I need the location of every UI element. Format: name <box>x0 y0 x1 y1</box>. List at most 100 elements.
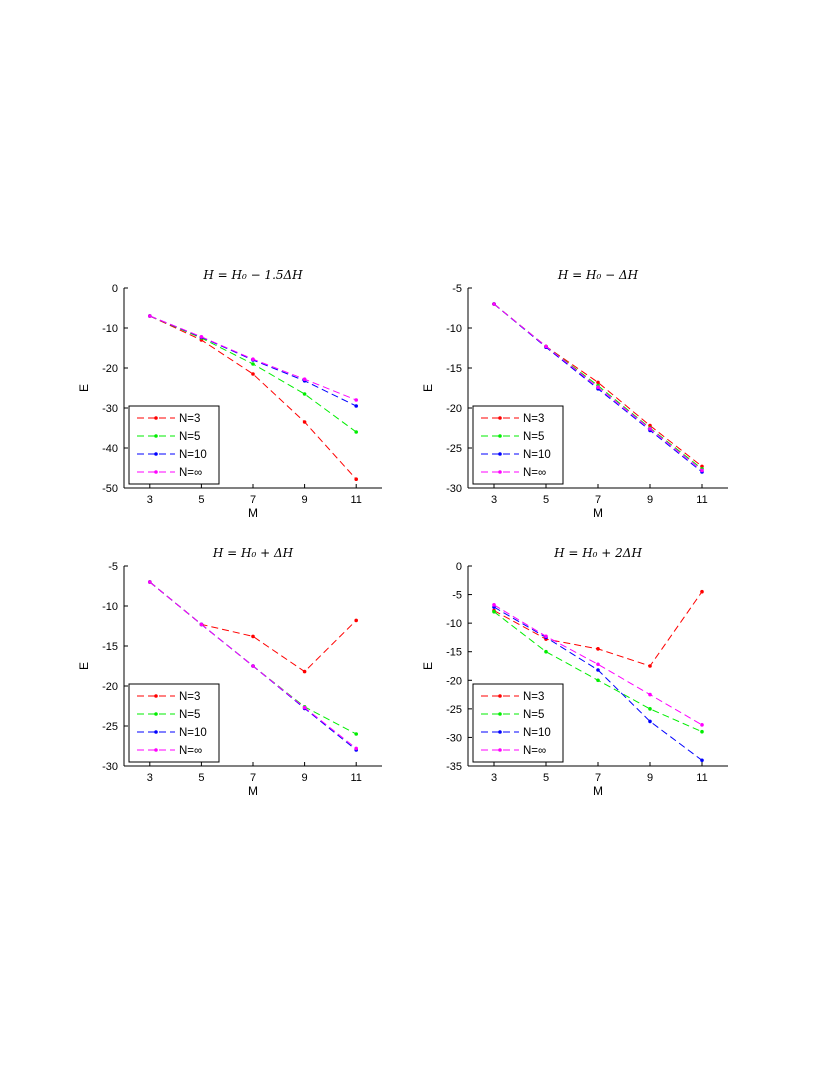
chart-title: H = H₀ − 1.5ΔH <box>202 268 303 282</box>
y-tick-label: -20 <box>446 675 462 687</box>
x-tick-label: 11 <box>350 772 361 784</box>
chart-title: H = H₀ + 2ΔH <box>553 546 642 560</box>
legend-label-1: N=3 <box>179 691 200 703</box>
legend-marker-2 <box>498 434 502 438</box>
legend-box <box>472 683 564 763</box>
legend-box <box>128 683 220 763</box>
data-point <box>354 398 359 402</box>
data-point <box>354 618 359 623</box>
data-point <box>700 758 704 763</box>
data-point <box>354 404 359 408</box>
data-point <box>596 662 600 667</box>
data-point <box>596 385 600 390</box>
data-point <box>302 669 307 674</box>
x-tick-label: 3 <box>147 494 153 506</box>
y-tick-label: -30 <box>446 732 462 744</box>
y-tick-label: -25 <box>446 704 462 716</box>
chart-panel-2: H = H₀ − ΔH3 5 7 9 11-5-10-15-20-25-30MEN=3N… <box>421 268 728 520</box>
legend-label-1: N=3 <box>523 413 544 425</box>
data-point <box>648 427 652 431</box>
legend-marker-4 <box>498 748 502 752</box>
legend-marker-3 <box>154 452 158 456</box>
x-tick-label: 11 <box>696 772 707 784</box>
legend-marker-2 <box>154 434 158 438</box>
legend: N=3 N=5 N=10 N=∞ <box>128 405 220 485</box>
x-tick-label: 7 <box>250 494 256 506</box>
y-axis-label: E <box>421 384 435 392</box>
y-tick-label: -25 <box>446 443 462 455</box>
x-axis-label: M <box>593 506 603 520</box>
y-tick-label: -10 <box>102 601 118 613</box>
y-tick-label: -30 <box>102 761 118 773</box>
legend-label-3: N=10 <box>523 727 551 739</box>
data-point <box>700 468 704 473</box>
x-tick-label: 11 <box>350 494 361 506</box>
data-point <box>251 372 255 376</box>
legend-marker-4 <box>498 470 502 474</box>
data-point <box>492 603 496 607</box>
y-axis-label: E <box>421 662 435 670</box>
data-point <box>596 668 600 672</box>
y-tick-label: -10 <box>446 618 462 630</box>
data-point <box>648 692 652 697</box>
x-tick-label: 5 <box>198 772 204 784</box>
data-point <box>492 302 496 306</box>
y-tick-label: -20 <box>446 403 462 415</box>
data-point <box>596 380 600 385</box>
legend-marker-1 <box>498 694 502 698</box>
data-point <box>700 723 704 727</box>
legend-box <box>128 405 220 485</box>
y-tick-label: -15 <box>446 647 462 659</box>
x-tick-label: 9 <box>647 772 653 784</box>
data-point <box>544 634 548 639</box>
legend-label-2: N=5 <box>179 431 200 443</box>
data-point <box>648 707 652 711</box>
y-tick-label: -30 <box>102 403 118 415</box>
chart-panel-1: H = H₀ − 1.5ΔH 3 5 7 9 11 0 -10 -20 -30 -40 -50 M E N=… <box>77 268 382 520</box>
data-point <box>302 705 307 710</box>
x-axis-label: M <box>248 506 258 520</box>
legend-label-4: N=∞ <box>523 745 546 757</box>
x-tick-label: 9 <box>647 494 653 506</box>
y-tick-label: -20 <box>102 363 118 375</box>
data-point <box>199 622 204 627</box>
data-point <box>302 420 307 424</box>
legend: N=3 N=5 N=10 N=∞ <box>472 683 564 763</box>
legend-marker-3 <box>498 452 502 456</box>
data-point <box>251 664 255 668</box>
data-point <box>199 335 204 339</box>
y-tick-label: -5 <box>452 590 462 602</box>
data-point <box>148 580 152 584</box>
y-tick-label: -10 <box>446 323 462 335</box>
x-tick-label: 3 <box>147 772 153 784</box>
x-tick-label: 9 <box>302 772 308 784</box>
legend-marker-4 <box>154 748 158 752</box>
data-point <box>544 344 548 349</box>
data-point <box>251 357 255 362</box>
legend-label-3: N=10 <box>179 449 207 461</box>
legend-marker-1 <box>154 416 158 420</box>
series-line-1 <box>493 591 703 667</box>
legend-box <box>472 405 564 485</box>
y-tick-label: -15 <box>102 641 118 653</box>
x-tick-label: 5 <box>543 772 549 784</box>
data-point <box>251 362 255 366</box>
y-tick-label: -5 <box>452 283 462 295</box>
data-point <box>648 719 652 724</box>
legend-marker-1 <box>154 694 158 698</box>
legend-label-1: N=3 <box>179 413 200 425</box>
y-tick-label: -25 <box>102 721 118 733</box>
y-tick-label: -30 <box>446 483 462 495</box>
data-point <box>596 647 600 651</box>
legend-marker-3 <box>154 730 158 734</box>
legend: N=3 N=5 N=10 N=∞ <box>128 683 220 763</box>
y-tick-label: -50 <box>102 483 118 495</box>
legend-marker-2 <box>498 712 502 716</box>
y-axis-label: E <box>77 662 91 670</box>
x-tick-label: 9 <box>302 494 308 506</box>
legend-label-3: N=10 <box>179 727 207 739</box>
legend-label-4: N=∞ <box>179 745 202 757</box>
x-tick-label: 7 <box>250 772 256 784</box>
x-axis-label: M <box>248 784 258 798</box>
